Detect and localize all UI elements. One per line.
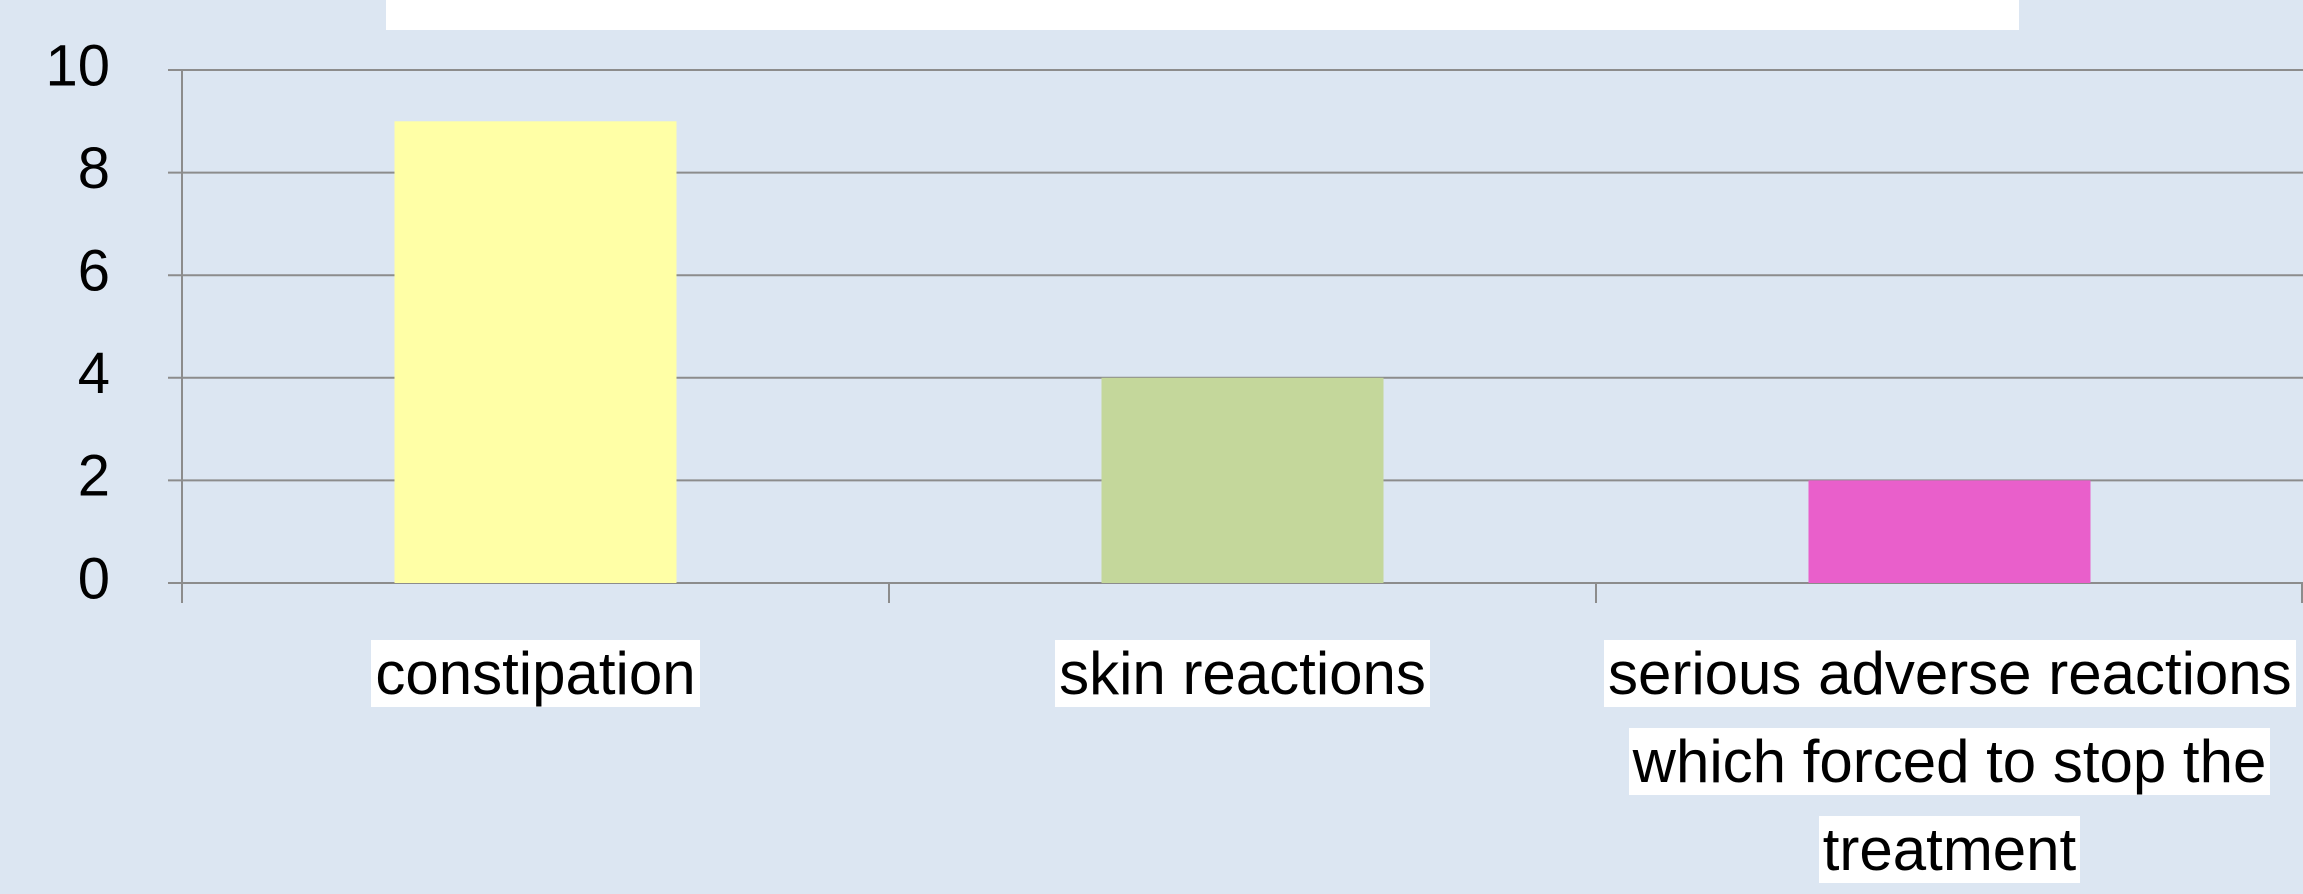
x-tick-label-text: skin reactions <box>1055 640 1430 707</box>
bar <box>1808 480 2091 583</box>
bar <box>1101 377 1384 583</box>
x-tick-label: serious adverse reactions which forced t… <box>1604 630 2296 894</box>
x-tick-label-text: serious adverse reactions which forced t… <box>1604 640 2296 883</box>
y-tick-label: 10 <box>45 33 110 98</box>
x-tick-label: constipation <box>190 630 881 718</box>
y-tick-label: 6 <box>78 239 110 304</box>
y-tick-label: 8 <box>78 136 110 201</box>
x-tick-label: skin reactions <box>897 630 1588 718</box>
title-box <box>386 0 2019 30</box>
x-tick-label-text: constipation <box>371 640 700 707</box>
bar <box>394 121 677 584</box>
y-tick-label: 2 <box>78 444 110 509</box>
y-tick-label: 0 <box>78 546 110 611</box>
y-tick-label: 4 <box>78 341 110 406</box>
